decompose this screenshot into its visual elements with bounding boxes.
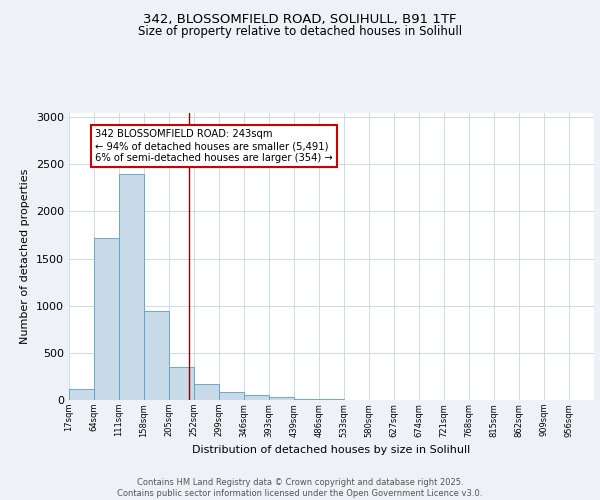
Text: 342 BLOSSOMFIELD ROAD: 243sqm
← 94% of detached houses are smaller (5,491)
6% of: 342 BLOSSOMFIELD ROAD: 243sqm ← 94% of d…: [95, 130, 333, 162]
Bar: [94, 238, 119, 400]
Bar: [119, 174, 144, 400]
Bar: [169, 367, 194, 400]
Bar: [144, 312, 169, 400]
Bar: [269, 397, 294, 400]
Bar: [219, 392, 244, 400]
Bar: [244, 395, 269, 400]
Text: Size of property relative to detached houses in Solihull: Size of property relative to detached ho…: [138, 25, 462, 38]
Text: Contains HM Land Registry data © Crown copyright and database right 2025.
Contai: Contains HM Land Registry data © Crown c…: [118, 478, 482, 498]
Y-axis label: Number of detached properties: Number of detached properties: [20, 168, 31, 344]
Text: 342, BLOSSOMFIELD ROAD, SOLIHULL, B91 1TF: 342, BLOSSOMFIELD ROAD, SOLIHULL, B91 1T…: [143, 12, 457, 26]
Bar: [294, 398, 319, 400]
X-axis label: Distribution of detached houses by size in Solihull: Distribution of detached houses by size …: [193, 445, 470, 455]
Bar: [194, 384, 219, 400]
Bar: [69, 388, 94, 400]
Bar: [319, 399, 344, 400]
